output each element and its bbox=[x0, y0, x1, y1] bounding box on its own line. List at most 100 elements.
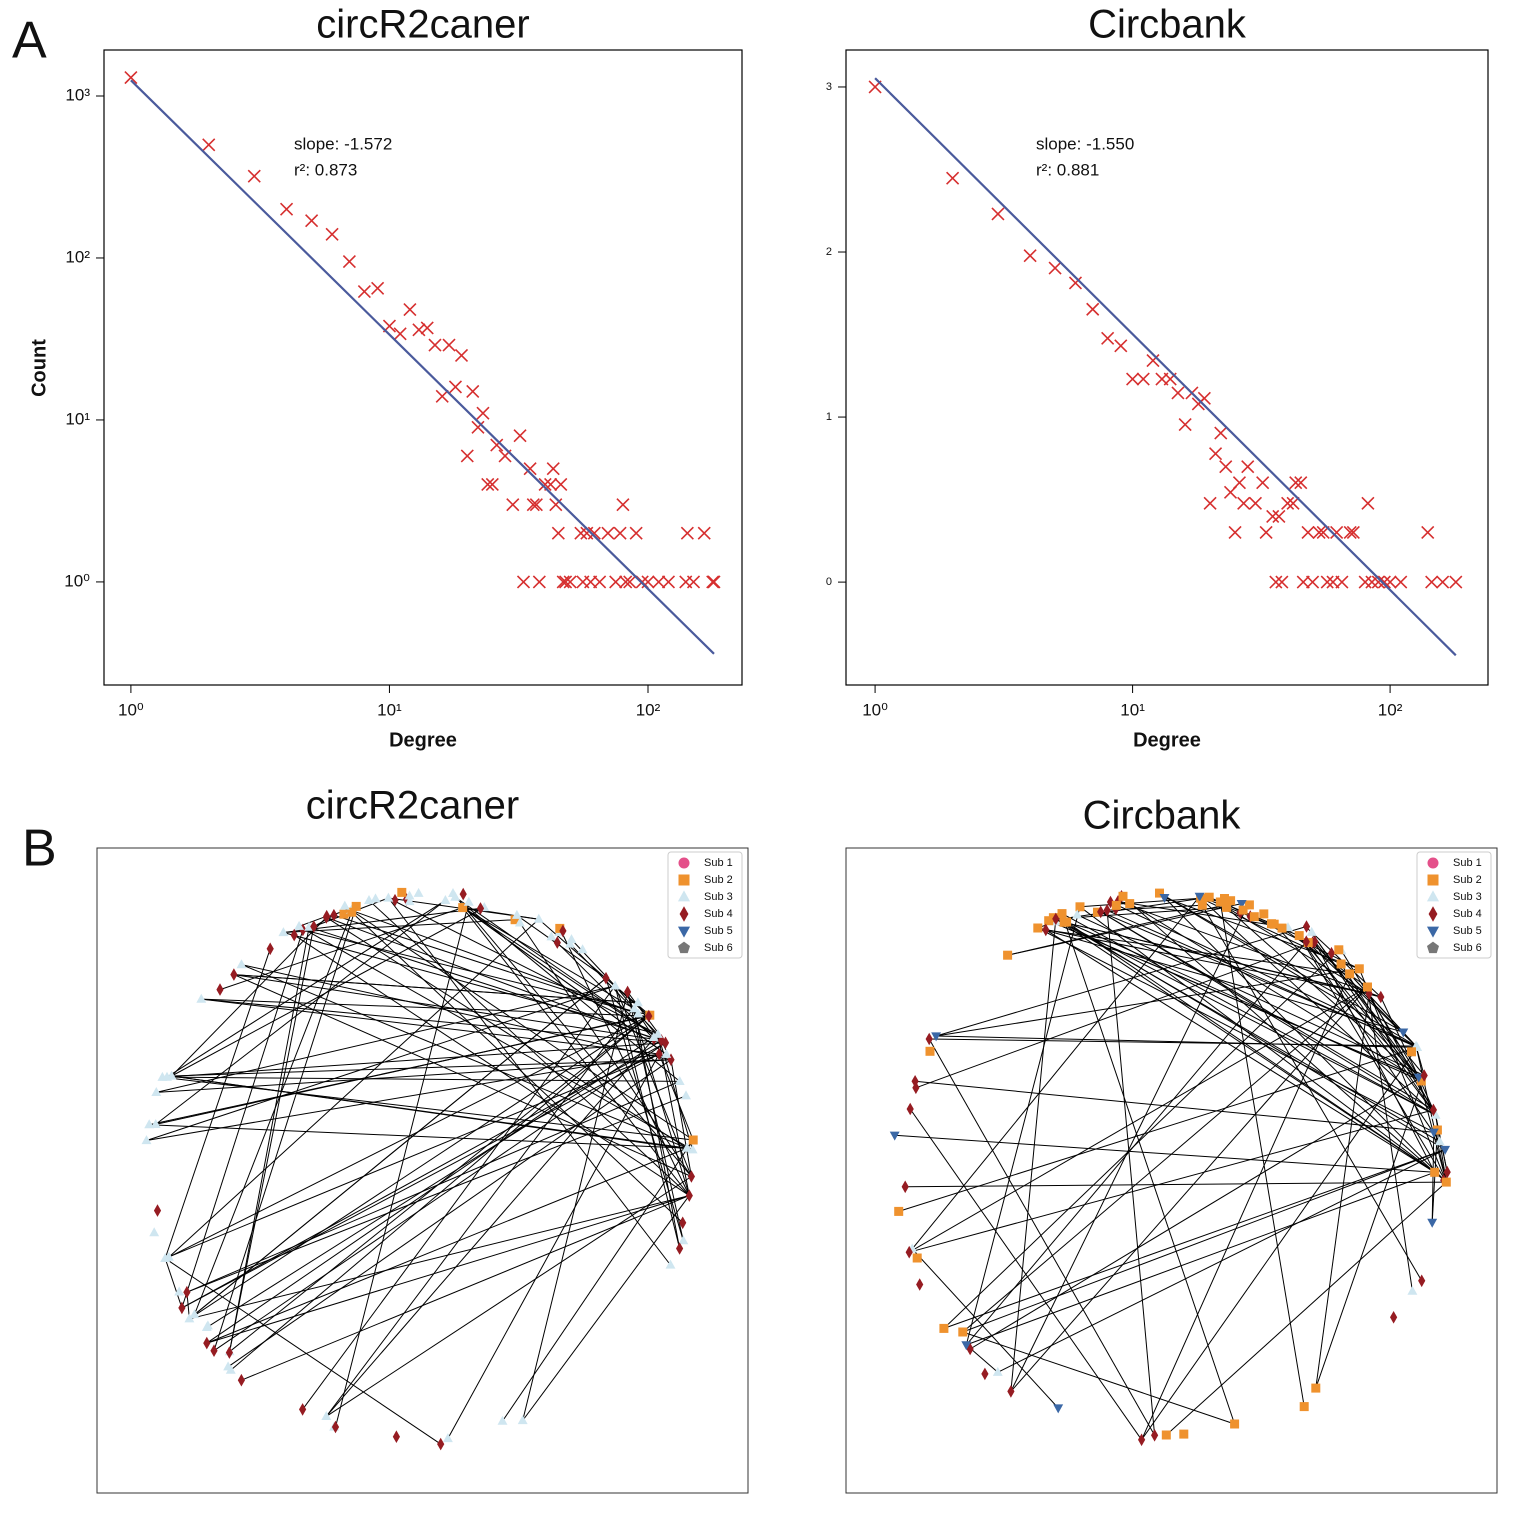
node bbox=[347, 907, 357, 917]
edge bbox=[1273, 923, 1420, 1078]
edge bbox=[171, 1075, 688, 1149]
node bbox=[1418, 1274, 1426, 1288]
data-point bbox=[1259, 525, 1273, 539]
edge bbox=[447, 1053, 660, 1439]
edge bbox=[1117, 901, 1381, 998]
node bbox=[939, 1323, 949, 1333]
edge bbox=[551, 936, 655, 1040]
edge bbox=[171, 917, 327, 1077]
y-tick-label: 10² bbox=[65, 247, 90, 266]
edge bbox=[1076, 914, 1425, 1076]
node bbox=[497, 1415, 508, 1425]
edge bbox=[326, 916, 654, 1040]
data-point bbox=[1256, 476, 1270, 490]
edge bbox=[149, 1124, 688, 1149]
edge bbox=[1007, 903, 1242, 956]
edge bbox=[1045, 929, 1435, 1173]
node bbox=[1194, 892, 1205, 902]
node bbox=[437, 1437, 445, 1451]
node bbox=[511, 909, 522, 919]
data-point bbox=[1312, 525, 1326, 539]
x-tick-label: 10² bbox=[1378, 700, 1403, 719]
node bbox=[1440, 1145, 1451, 1155]
edge bbox=[335, 901, 470, 1428]
edge bbox=[962, 986, 1368, 1333]
edge bbox=[1055, 918, 1435, 1173]
data-point bbox=[1294, 476, 1308, 490]
node bbox=[632, 997, 643, 1007]
node bbox=[629, 1003, 640, 1013]
edge bbox=[1431, 1132, 1435, 1223]
edge bbox=[325, 1002, 639, 1417]
y-tick-label: 0 bbox=[826, 576, 832, 588]
data-point bbox=[1425, 575, 1439, 589]
edge bbox=[146, 985, 616, 1141]
edge bbox=[462, 907, 539, 920]
edge bbox=[1165, 1181, 1447, 1436]
edge bbox=[1045, 929, 1350, 975]
node bbox=[225, 1364, 236, 1374]
data-point bbox=[1335, 575, 1349, 589]
edge bbox=[905, 1181, 1447, 1188]
legend-marker bbox=[679, 906, 689, 922]
node bbox=[1336, 959, 1346, 969]
edge bbox=[965, 906, 1081, 1346]
node bbox=[339, 900, 350, 910]
edge bbox=[1010, 918, 1057, 1392]
data-point bbox=[460, 449, 474, 463]
edge bbox=[1159, 892, 1417, 1047]
node bbox=[413, 887, 424, 897]
node bbox=[1427, 1218, 1438, 1228]
edge bbox=[637, 1013, 655, 1038]
node bbox=[961, 1341, 972, 1351]
data-point bbox=[526, 498, 540, 512]
node bbox=[1441, 1177, 1451, 1187]
node bbox=[183, 1285, 191, 1299]
data-point bbox=[529, 498, 543, 512]
legend-label: Sub 3 bbox=[1453, 891, 1482, 903]
edge bbox=[462, 907, 690, 1196]
edge bbox=[1061, 913, 1436, 1116]
edge bbox=[206, 1039, 662, 1328]
node bbox=[992, 1366, 1003, 1376]
node bbox=[661, 1036, 670, 1050]
node bbox=[294, 920, 305, 930]
edge bbox=[1117, 901, 1289, 928]
y-tick-label: 10⁰ bbox=[64, 571, 90, 590]
node bbox=[678, 1235, 689, 1245]
data-point bbox=[1086, 302, 1100, 316]
data-point bbox=[613, 526, 627, 540]
node bbox=[201, 1322, 212, 1331]
plot-area bbox=[124, 70, 721, 655]
node bbox=[912, 1253, 922, 1263]
edge bbox=[1010, 904, 1249, 1392]
node bbox=[321, 1411, 332, 1420]
x-tick-label: 10¹ bbox=[1120, 700, 1145, 719]
node bbox=[144, 1119, 155, 1129]
data-point bbox=[1365, 575, 1379, 589]
node bbox=[657, 1034, 665, 1047]
node bbox=[667, 1053, 675, 1066]
edge bbox=[522, 991, 629, 1421]
node bbox=[1179, 1429, 1189, 1439]
y-axis-label: Count bbox=[28, 339, 50, 397]
node bbox=[1430, 1167, 1440, 1177]
edge bbox=[181, 1042, 666, 1309]
node bbox=[1294, 931, 1304, 941]
annotation: r²: 0.881 bbox=[1036, 160, 1099, 179]
node bbox=[1075, 902, 1085, 912]
data-point bbox=[1286, 496, 1300, 510]
node bbox=[463, 896, 474, 906]
data-point bbox=[420, 321, 434, 335]
node bbox=[1125, 899, 1135, 909]
node bbox=[685, 1189, 693, 1202]
node bbox=[1197, 900, 1207, 910]
data-point bbox=[371, 281, 385, 295]
data-point bbox=[616, 498, 630, 512]
edge bbox=[213, 1042, 666, 1352]
legend-label: Sub 4 bbox=[1453, 908, 1482, 920]
edge bbox=[1037, 927, 1435, 1133]
edge bbox=[326, 916, 688, 1149]
node bbox=[682, 1142, 692, 1152]
node bbox=[450, 891, 461, 901]
